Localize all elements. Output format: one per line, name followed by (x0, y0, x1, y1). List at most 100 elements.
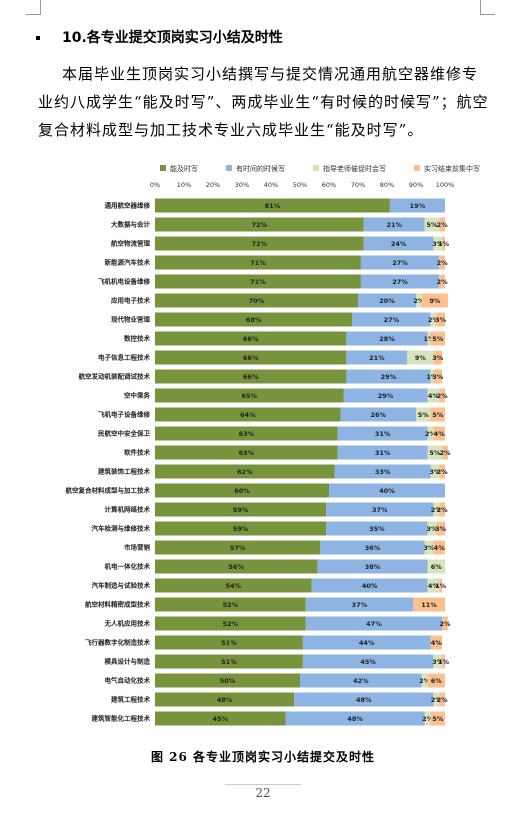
x-tick-label: 100% (436, 181, 455, 189)
chart: 能及时写 有时间的时候写 指导老师催促时会写 实习结束前集中写 0% 10% 20% 30% 4… (66, 164, 480, 726)
bar-segment (360, 274, 440, 289)
legend-swatch (313, 165, 319, 171)
value-label: 70% (249, 297, 265, 305)
paragraph: 本届毕业生顶岗实习小结撰写与提交情况通用航空器维修专业约八成学生“能及时写”、两… (38, 65, 489, 139)
bar-segment (346, 369, 431, 384)
bar-segment (302, 635, 431, 650)
value-label: 2% (437, 506, 449, 514)
value-label: 3% (432, 658, 444, 666)
value-label: 5% (432, 411, 444, 419)
value-label: 2% (437, 468, 449, 476)
bar-segment (155, 711, 286, 726)
bar-segment (421, 293, 448, 308)
category-label: 建筑智能化工程技术 (91, 714, 151, 723)
value-label: 60% (234, 487, 250, 495)
category-label: 航空物流管理 (111, 239, 151, 248)
category-label: 通用航空器维修 (105, 201, 151, 210)
value-label: 48% (217, 696, 233, 704)
bar-segment (305, 616, 443, 631)
bar-segment (427, 445, 443, 460)
bar-segment (358, 293, 416, 308)
value-label: 4% (434, 430, 446, 438)
value-label: 26% (371, 411, 387, 419)
bar-segment (155, 692, 295, 707)
page-number: 22 (255, 786, 271, 800)
value-label: 3% (429, 468, 441, 476)
value-label: 66% (243, 335, 259, 343)
bar-segment (430, 369, 434, 384)
value-label: 44% (359, 639, 375, 647)
value-label: 5% (426, 221, 438, 229)
value-label: 9% (429, 297, 441, 305)
value-label: 31% (375, 430, 391, 438)
figure-caption: 图 26 各专业顶岗实习小结提交及时性 (150, 750, 376, 764)
bar-segment (155, 597, 306, 612)
value-label: 63% (239, 449, 255, 457)
value-label: 47% (366, 620, 382, 628)
legend-label: 实习结束前集中写 (424, 164, 480, 173)
bullet (36, 36, 40, 40)
category-label: 飞机机电设备维修 (98, 277, 151, 286)
category-label: 新能源汽车技术 (105, 258, 151, 267)
value-label: 40% (379, 487, 395, 495)
legend-swatch (226, 165, 232, 171)
bar-segment (433, 369, 443, 384)
bar-segment (285, 711, 425, 726)
value-label: 50% (220, 677, 236, 685)
category-label: 飞行器数字化制造技术 (85, 638, 151, 647)
bar-segment (433, 654, 443, 669)
value-label: 51% (221, 658, 237, 666)
value-label: 2% (439, 620, 451, 628)
bar-segment (427, 559, 445, 574)
value-label: 28% (379, 335, 395, 343)
bar-segment (413, 597, 445, 612)
bar-segment (337, 445, 428, 460)
category-label: 电气自动化技术 (105, 676, 151, 685)
value-label: 2% (428, 316, 440, 324)
value-label: 24% (391, 240, 407, 248)
bar-segment (430, 635, 443, 650)
bar-segment (424, 711, 431, 726)
value-label: 71% (250, 278, 266, 286)
bar-segment (346, 350, 408, 365)
bar-segment (329, 483, 445, 498)
value-label: 3% (426, 525, 438, 533)
bar-segment (155, 673, 300, 688)
category-label: 汽车检测与维修技术 (92, 524, 151, 533)
bar-segment (317, 559, 428, 574)
value-label: 72% (252, 221, 268, 229)
bar-segment (424, 540, 434, 555)
bar-segment (416, 407, 431, 422)
value-label: 31% (375, 449, 391, 457)
value-label: 65% (241, 392, 257, 400)
value-label: 33% (375, 468, 391, 476)
bar-segment (360, 255, 440, 270)
value-label: 3% (432, 240, 444, 248)
bar-segment (427, 331, 431, 346)
value-label: 42% (353, 677, 369, 685)
bar-segment (427, 578, 440, 593)
value-label: 27% (392, 278, 408, 286)
bar-segment (439, 692, 445, 707)
legend-label: 有时间的时候写 (236, 164, 285, 173)
bar-segment (155, 483, 329, 498)
bar-segment (302, 654, 434, 669)
bar-segment (442, 445, 448, 460)
value-label: 54% (226, 582, 242, 590)
value-label: 2% (431, 696, 443, 704)
value-label: 2% (439, 449, 451, 457)
bar-segment (155, 369, 347, 384)
value-label: 4% (428, 392, 440, 400)
value-label: 48% (356, 696, 372, 704)
value-label: 45% (360, 658, 376, 666)
value-label: 45% (212, 715, 228, 723)
bar-segment (436, 521, 445, 536)
bar-segment (416, 293, 422, 308)
legend-label: 指导老师催促时会写 (323, 164, 386, 173)
value-label: 2% (419, 677, 431, 685)
value-label: 1% (435, 582, 447, 590)
bar-segment (430, 331, 445, 346)
value-label: 6% (431, 563, 443, 571)
value-label: 6% (431, 677, 443, 685)
